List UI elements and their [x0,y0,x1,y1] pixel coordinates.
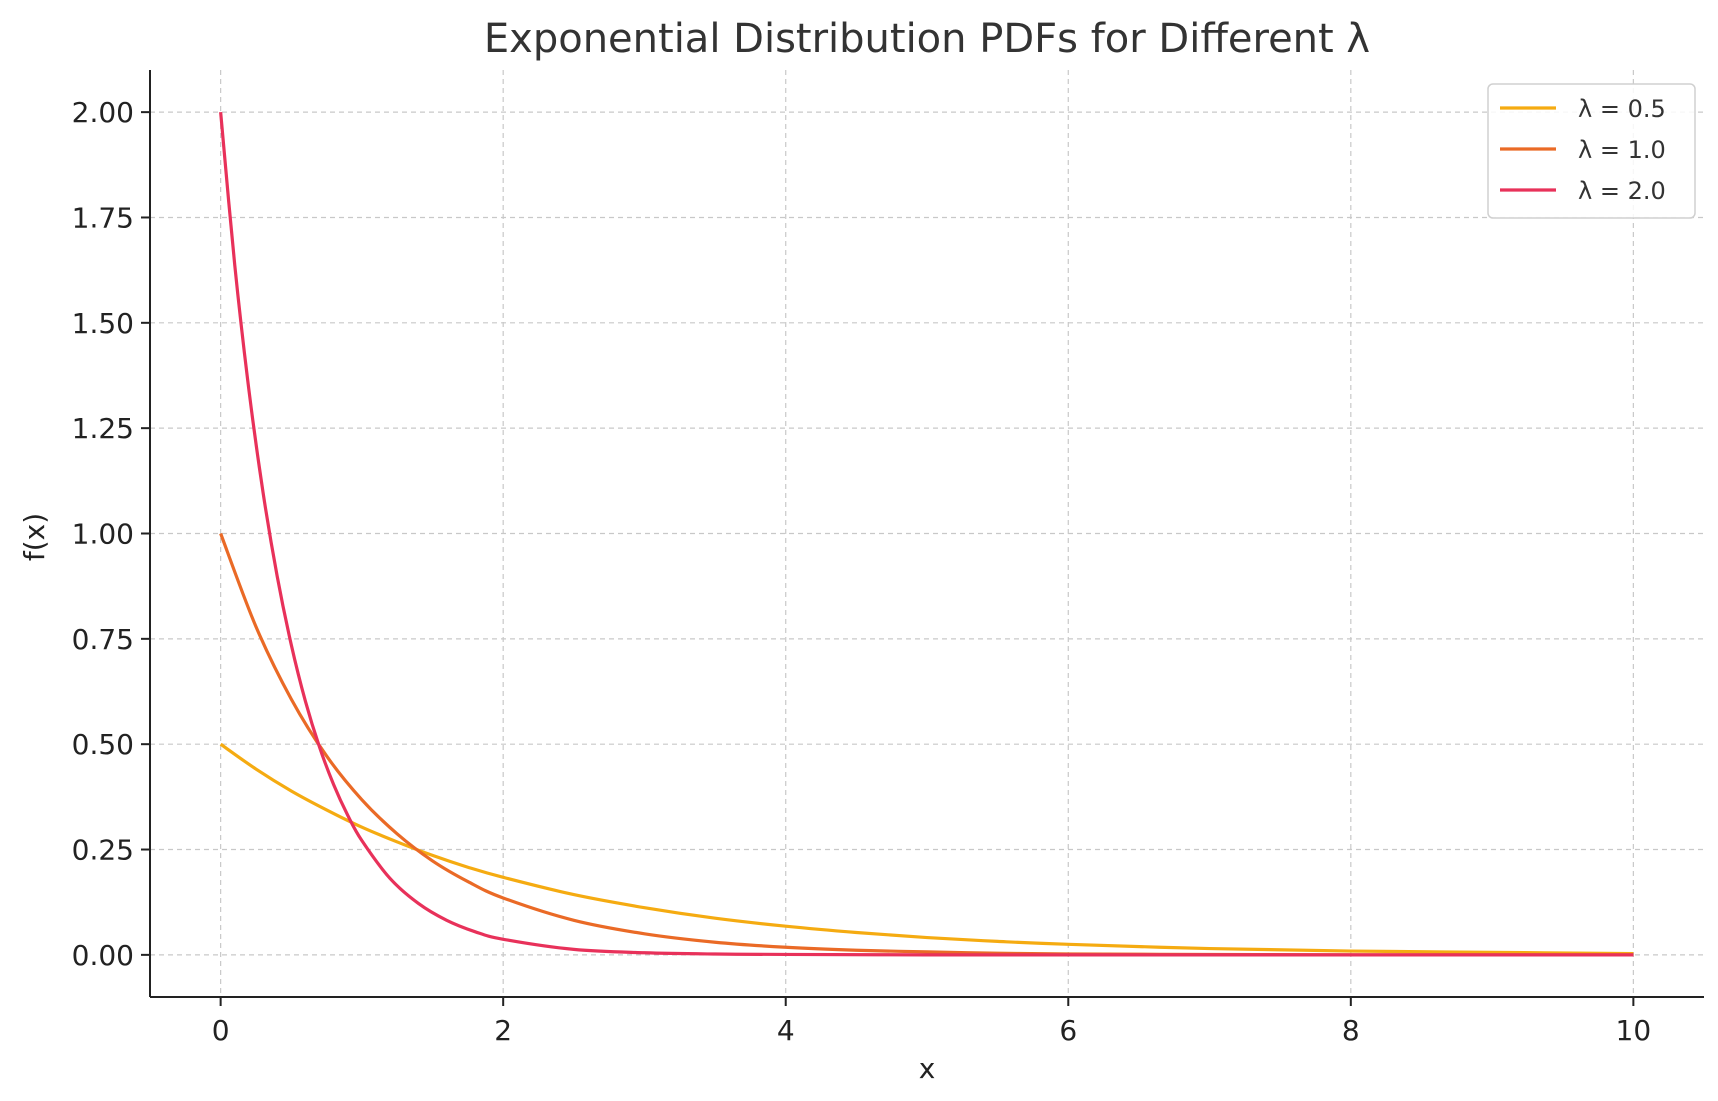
y-ticks: 0.00 0.25 0.50 0.75 1.00 1.25 1.50 1.75 2.00 [72,96,150,972]
y-tick-label-0: 0.00 [72,939,134,972]
y-tick-label-1: 0.25 [72,834,134,867]
x-ticks: 0 2 4 6 8 10 [212,997,1651,1047]
series-line-2 [219,111,1634,957]
y-tick-label-3: 0.75 [72,623,134,656]
x-tick-label-3: 6 [1059,1014,1077,1047]
x-tick-label-1: 2 [494,1014,512,1047]
legend-box [1487,83,1696,219]
y-tick-label-8: 2.00 [72,96,134,129]
y-tick-label-2: 0.50 [72,728,134,761]
grid [150,70,1704,997]
x-axis-label: x [919,1052,936,1085]
y-tick-label-6: 1.50 [72,307,134,340]
y-tick-label-7: 1.75 [72,201,134,234]
y-tick-label-4: 1.00 [72,518,134,551]
x-tick-label-2: 4 [777,1014,795,1047]
x-tick-label-5: 10 [1616,1014,1652,1047]
x-tick-label-0: 0 [212,1014,230,1047]
y-tick-label-5: 1.25 [72,412,134,445]
x-tick-label-4: 8 [1342,1014,1360,1047]
series-line-0 [219,742,1634,956]
legend-label-1: λ = 1.0 [1578,136,1666,164]
chart-title: Exponential Distribution PDFs for Differ… [484,16,1370,62]
legend: λ = 0.5 λ = 1.0 λ = 2.0 [1487,83,1696,219]
legend-label-2: λ = 2.0 [1578,177,1666,205]
legend-label-0: λ = 0.5 [1578,95,1666,123]
plot-series [219,111,1634,957]
y-axis-label: f(x) [18,513,51,561]
